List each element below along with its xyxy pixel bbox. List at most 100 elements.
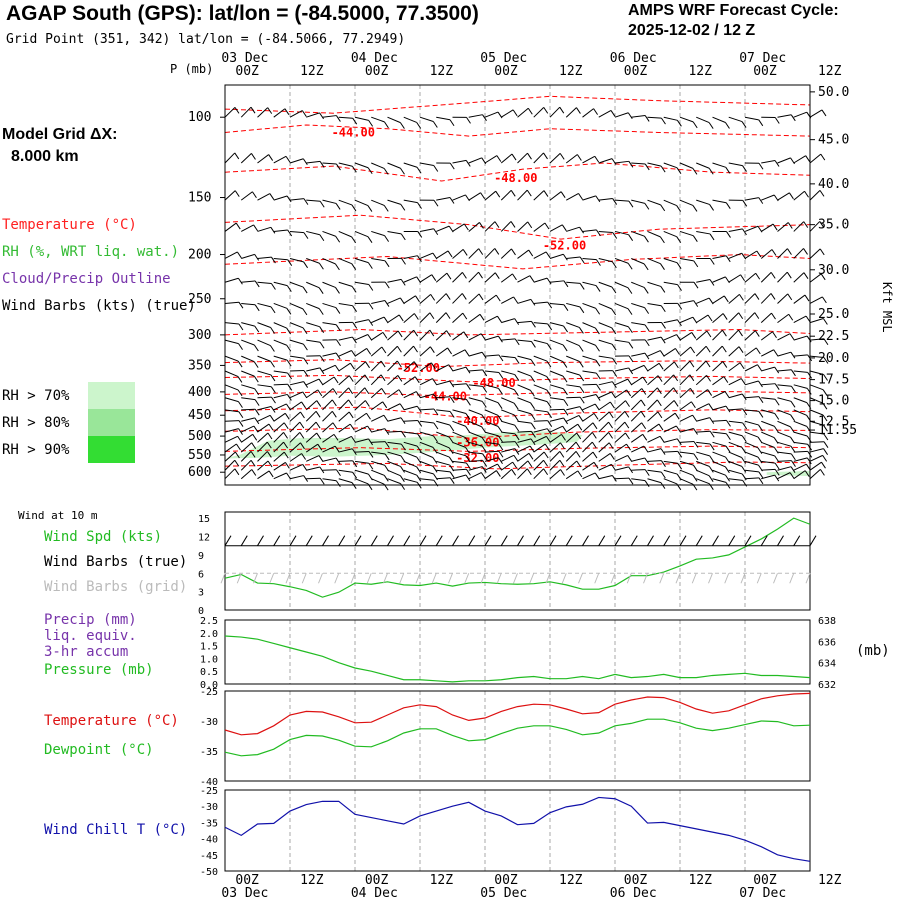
wind-barb-flag [270,386,276,394]
wind-barb [435,293,447,304]
wind-barb [582,461,595,471]
sfc-wind-barb-grid [301,573,307,584]
wind-barb-flag [514,318,520,325]
wind-barb-flag [465,366,471,374]
wind-barb [387,330,399,341]
wind-barb-flag [268,154,274,161]
wind-barb [241,280,256,283]
wind-barb-flag [351,436,356,443]
wind-barb [322,410,333,422]
wind-barb-flag [481,426,487,434]
wind-barb [306,466,320,471]
sfc-wind-barb-grid [545,573,551,584]
wind-barb-flag [400,233,406,241]
wind-barb [289,302,304,310]
wind-barb-flag [303,232,309,239]
wind-barb [354,230,369,238]
wind-barb [533,152,544,164]
wind-barb [777,472,791,480]
wind-barb-flag [464,349,470,357]
wind-barb [663,257,678,264]
wind-barb [533,251,547,259]
wind-barb [566,226,580,232]
wind-barb-flag [547,301,553,309]
wind-barb [468,472,482,480]
wind-barb [322,352,337,357]
wind-barb [809,153,822,164]
wind-barb [679,414,693,422]
wind-barb-flag [465,399,471,406]
wind-barb-flag [318,262,324,270]
wind-barb-flag [544,222,550,230]
wind-barb-flag [576,460,582,468]
wind-barb [436,380,450,386]
wind-barb-flag [365,361,370,369]
sfc-wind-barb-true [387,535,394,546]
wind-barb [566,339,580,346]
wind-barb [435,347,448,357]
wind-barb-flag [368,438,373,446]
wind-barb-flag [234,468,240,476]
wind-barb [322,388,334,399]
sfc-wind-barb-grid [513,573,518,584]
wind-barb-flag [315,421,321,429]
wind-barb [500,461,513,471]
wind-barb-flag [286,195,292,203]
wind-barb-flag [677,319,682,327]
wind-barb-flag [433,393,438,401]
wind-barb [370,360,382,372]
wind-barb-flag [562,344,568,352]
wind-barb [354,460,369,464]
wind-barb-flag [318,455,324,462]
wind-barb [566,370,580,376]
wind-barb [273,108,286,118]
wind-barb-flag [319,200,325,208]
wind-barb [663,361,675,372]
temperature-contour-label: -52.00 [543,238,586,252]
time-tick-bottom: 12Z [688,873,712,888]
wind-barb [533,459,544,471]
wind-barb [306,378,320,386]
wind-speed-tick: 15 [198,514,210,525]
wind-barb-flag [805,155,811,162]
wind-barb-flag [790,114,796,122]
wind-barb-flag [396,345,402,353]
wind-barb [565,423,579,433]
wind-barb-flag [497,415,503,422]
wind-barb [647,478,662,484]
wind-barb [777,248,788,259]
wind-barb-flag [432,457,438,464]
wind-barb [354,374,366,386]
wind-barb-flag [494,248,500,255]
wind-barb-flag [611,381,617,388]
wind-barb [419,451,434,458]
wind-barb-flag [432,466,438,473]
wind-barb [403,162,418,168]
wind-barb-flag [234,152,240,160]
wind-barb-flag [333,376,339,384]
wind-barb [354,425,368,433]
wind-barb [696,297,710,304]
wind-barb-flag [318,287,324,294]
wind-barb [614,322,629,328]
wind-barb-flag [384,453,390,461]
wind-barb [647,257,661,265]
wind-barb-flag [237,277,243,285]
wind-barb [549,408,565,411]
wind-barb [712,162,726,168]
sfc-wind-barb-true [533,535,541,546]
wind-barb [777,313,790,324]
wind-barb [728,228,743,232]
wind-barb-flag [352,460,358,468]
wind-barb [549,302,564,306]
wind-barb-flag [384,260,390,268]
wind-barb [565,107,577,118]
wind-barb-flag [546,436,551,443]
wind-barb [565,432,578,443]
wind-barb [468,384,483,387]
time-tick-top: 12Z [559,64,583,79]
wind-barb [419,408,435,411]
wind-barb-flag [758,396,764,403]
wind-barb [533,370,547,377]
wind-barb [289,198,304,201]
